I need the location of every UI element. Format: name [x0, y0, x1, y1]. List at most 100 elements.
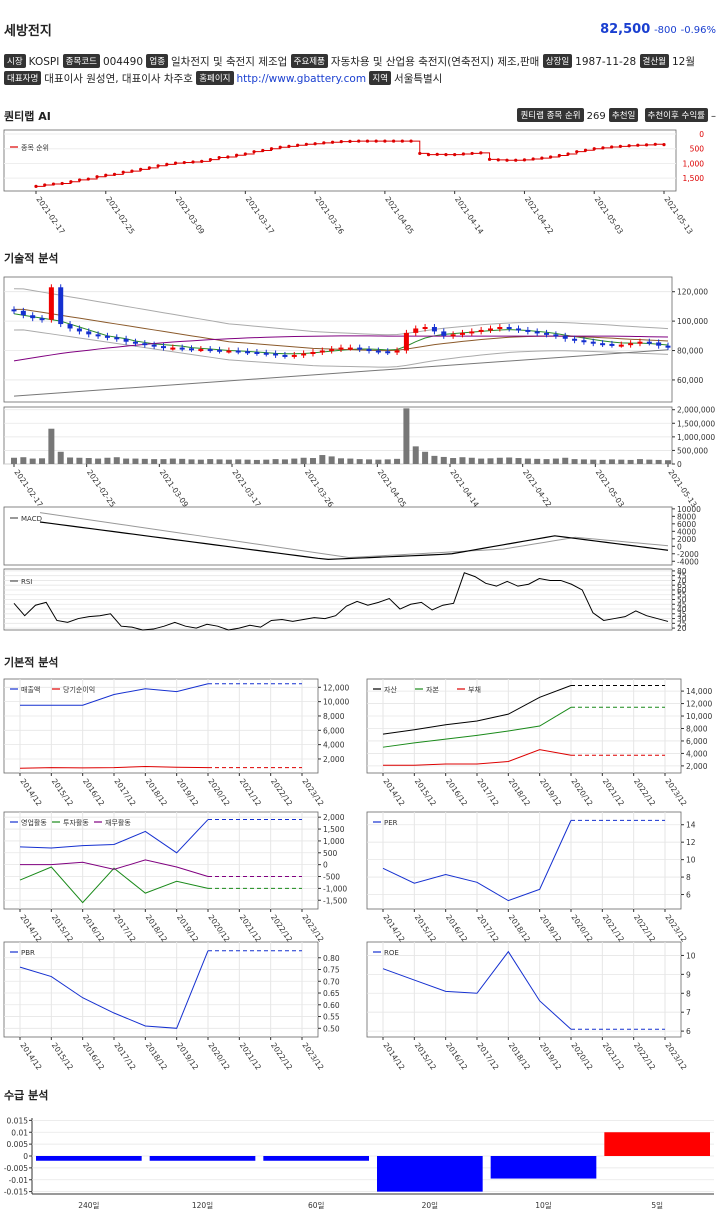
region-tag: 지역 — [369, 71, 392, 85]
cashflow-ytick-label: 0 — [323, 861, 328, 870]
pbr-legend-label: PBR — [21, 949, 35, 957]
cashflow-xtick-label: 2019/12 — [175, 913, 200, 944]
cashflow-xtick-label: 2018/12 — [144, 913, 169, 944]
price-ma-mid — [14, 308, 669, 352]
current-price: 82,500 — [600, 22, 651, 37]
rank-point — [252, 150, 256, 154]
rank-point — [662, 143, 666, 147]
rank-point — [540, 156, 544, 160]
volume-bar — [506, 457, 513, 464]
macd-ytick-label: 8000 — [677, 512, 696, 521]
assets-xtick-label: 2018/12 — [507, 777, 532, 808]
volume-bar — [253, 459, 260, 464]
price-candle — [20, 310, 26, 316]
macd-ytick-label: -4000 — [677, 557, 699, 566]
supply-xtick-label: 10일 — [535, 1201, 552, 1210]
volume-bar — [608, 459, 615, 464]
per-chart-frame — [366, 811, 682, 910]
price-change: -800 — [654, 25, 677, 36]
assets-ytick-label: 2,000 — [686, 762, 708, 771]
price-candle — [450, 334, 456, 337]
rank-point — [330, 140, 335, 144]
volume-bar — [590, 459, 597, 464]
rank-xtick-label: 2021-02-17 — [34, 195, 67, 236]
volume-chart-frame — [3, 406, 673, 465]
assets-xtick-label: 2019/12 — [538, 777, 563, 808]
rank-xtick-label: 2021-03-17 — [244, 195, 277, 236]
info-row-1: 시장 KOSPI 종목코드 004490 업종 일차전지 및 축전지 제조업 주요제품… — [4, 54, 695, 69]
supply-ytick-label: 0.005 — [7, 1140, 29, 1149]
price-candle — [58, 287, 64, 325]
rank-point — [78, 178, 82, 182]
roe-xtick-label: 2016/12 — [444, 1041, 469, 1072]
volume-bar — [636, 459, 643, 464]
sales-series-line — [19, 765, 209, 769]
rank-point — [104, 173, 108, 177]
price-candle — [123, 338, 129, 342]
rec-return-tag: 추천이후 수익률 — [644, 108, 708, 122]
sales-xtick-label: 2017/12 — [112, 777, 137, 808]
code-value: 004490 — [102, 56, 144, 68]
roe-xtick-label: 2018/12 — [507, 1041, 532, 1072]
sales-legend-label: 당기순이익 — [63, 685, 95, 694]
price-candle — [198, 349, 204, 352]
supply-ytick-label: 0 — [23, 1152, 28, 1161]
rank-point — [426, 153, 431, 157]
assets-series-line — [382, 685, 572, 735]
price-ytick-label: 80,000 — [677, 347, 703, 356]
supply-bar — [149, 1156, 256, 1161]
volume-xtick-label: 2021-05-03 — [594, 468, 627, 509]
volume-bar — [244, 459, 251, 464]
rank-point — [470, 151, 474, 156]
rank-point — [487, 157, 492, 161]
homepage-link[interactable]: http://www.gbattery.com — [236, 73, 367, 85]
rank-point — [636, 143, 640, 147]
cashflow-chart-frame — [3, 811, 319, 910]
rank-point — [479, 151, 483, 155]
section-fund-title: 기본적 분석 — [4, 656, 59, 669]
pbr-series-line — [19, 950, 209, 1029]
rank-point — [191, 160, 195, 164]
ceo-tag: 대표자명 — [4, 71, 42, 85]
supply-bar — [604, 1132, 710, 1156]
price-candle — [478, 329, 484, 332]
supply-bar — [490, 1156, 597, 1179]
sales-xtick-label: 2021/12 — [238, 777, 263, 808]
price-candle — [581, 340, 587, 343]
price-candle — [104, 335, 110, 338]
macd-ytick-label: -2000 — [677, 550, 699, 559]
volume-bar — [599, 459, 606, 464]
supply-ytick-label: -0.005 — [4, 1164, 28, 1173]
cashflow-xtick-label: 2017/12 — [112, 913, 137, 944]
roe-ytick-label: 10 — [686, 951, 696, 960]
assets-xtick-label: 2020/12 — [569, 777, 594, 808]
rank-point — [278, 145, 282, 149]
listed-tag: 상장일 — [542, 54, 573, 68]
sales-ytick-label: 4,000 — [323, 741, 345, 750]
sales-ytick-label: 10,000 — [323, 698, 349, 707]
macd-signal-line — [39, 512, 669, 559]
rank-point — [392, 139, 396, 143]
volume-bar — [665, 460, 671, 464]
assets-series-line — [383, 749, 572, 766]
price-candle — [357, 347, 363, 350]
price-candle — [67, 324, 73, 329]
pbr-xtick-label: 2018/12 — [144, 1041, 169, 1072]
rank-xtick-label: 2021-03-26 — [313, 195, 346, 236]
rank-point — [400, 139, 404, 143]
volume-bar — [571, 459, 578, 464]
volume-bar — [272, 459, 279, 464]
rsi-ytick-label: 40 — [677, 605, 687, 614]
rank-point — [95, 175, 99, 179]
volume-bar — [515, 458, 522, 464]
pbr-ytick-label: 0.50 — [323, 1024, 340, 1033]
rank-point — [549, 155, 553, 159]
volume-bar — [403, 408, 410, 464]
price-candle — [562, 335, 568, 339]
rank-point — [444, 153, 448, 157]
section-tech-title: 기술적 분석 — [4, 252, 59, 265]
rank-point — [575, 150, 579, 154]
pbr-xtick-label: 2020/12 — [206, 1041, 231, 1072]
rank-point — [365, 139, 370, 143]
price-candle — [403, 332, 409, 351]
